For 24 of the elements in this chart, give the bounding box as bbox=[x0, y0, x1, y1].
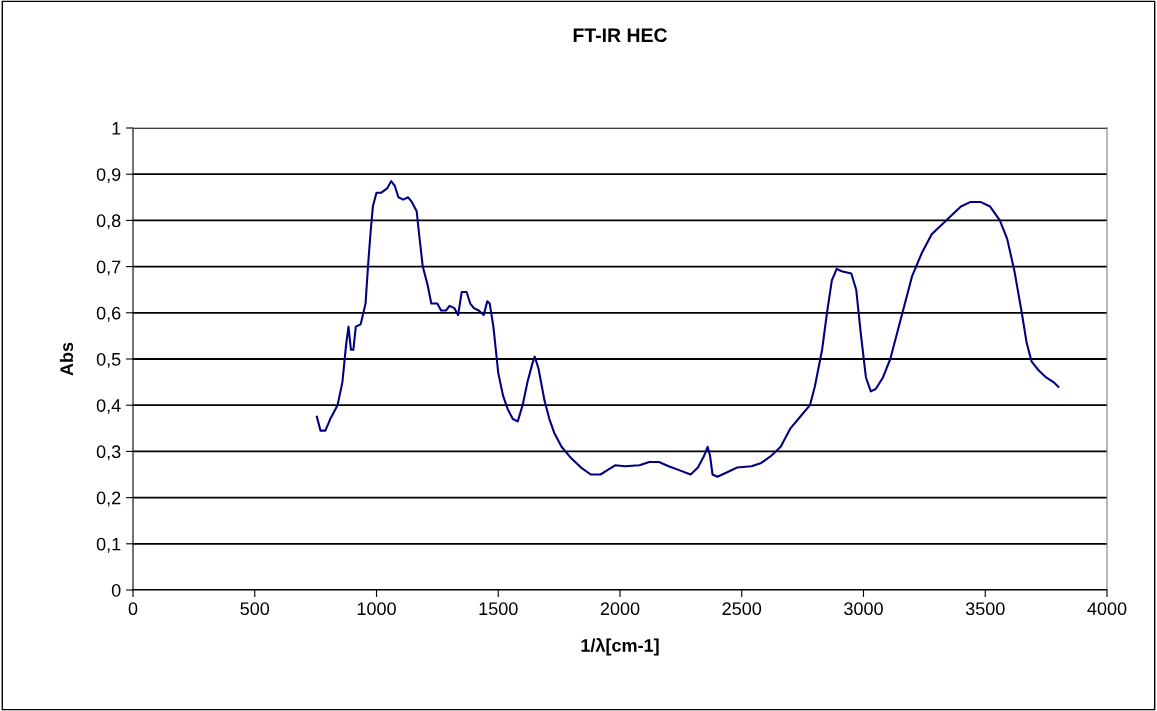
y-tick-label: 0,4 bbox=[96, 399, 121, 415]
y-tick-label: 0,9 bbox=[96, 168, 121, 184]
y-tick-label: 0,6 bbox=[96, 306, 121, 322]
y-tick-label: 0,3 bbox=[96, 445, 121, 461]
y-tick-label: 0,8 bbox=[96, 214, 121, 230]
y-tick-label: 0,1 bbox=[96, 537, 121, 553]
y-tick-label: 0,2 bbox=[96, 491, 121, 507]
y-tick-label: 1 bbox=[112, 122, 121, 135]
line-series bbox=[315, 180, 1060, 478]
chart-title: FT-IR HEC bbox=[573, 28, 667, 43]
x-axis-title: 1/λ[cm-1] bbox=[581, 638, 659, 656]
x-tick-label: 4000 bbox=[1087, 602, 1127, 616]
y-tick-label: 0,7 bbox=[96, 260, 121, 276]
x-tick-label: 500 bbox=[240, 602, 270, 616]
x-tick-label: 1000 bbox=[357, 602, 396, 616]
y-tick-label: 0 bbox=[111, 583, 121, 597]
x-tick-label: 2000 bbox=[600, 602, 640, 616]
y-tick-label: 0,5 bbox=[96, 352, 121, 368]
x-tick-label: 0 bbox=[128, 602, 138, 616]
x-tick-label: 2500 bbox=[722, 602, 762, 616]
x-tick-label: 1500 bbox=[479, 602, 518, 616]
x-tick-label: 3000 bbox=[844, 602, 883, 616]
x-tick-label: 3500 bbox=[965, 602, 1005, 616]
y-axis-title: Abs bbox=[59, 342, 74, 376]
